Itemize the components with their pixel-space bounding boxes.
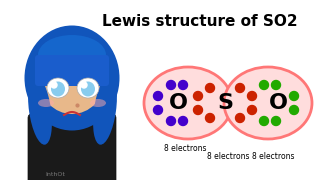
Circle shape (205, 114, 214, 123)
Ellipse shape (81, 82, 95, 96)
Circle shape (154, 105, 163, 114)
Ellipse shape (39, 46, 105, 114)
Circle shape (247, 91, 257, 100)
Ellipse shape (38, 35, 106, 75)
Circle shape (194, 91, 203, 100)
Ellipse shape (38, 99, 54, 107)
Ellipse shape (224, 67, 312, 139)
FancyBboxPatch shape (35, 55, 109, 86)
FancyBboxPatch shape (58, 108, 82, 126)
Circle shape (179, 80, 188, 89)
Ellipse shape (90, 99, 106, 107)
Circle shape (236, 84, 244, 93)
Circle shape (260, 116, 268, 125)
Ellipse shape (47, 78, 69, 98)
Circle shape (194, 105, 203, 114)
Circle shape (260, 80, 268, 89)
Circle shape (247, 105, 257, 114)
Circle shape (51, 82, 57, 88)
Circle shape (271, 116, 281, 125)
Ellipse shape (28, 75, 52, 145)
Circle shape (271, 80, 281, 89)
Circle shape (154, 91, 163, 100)
Text: O: O (169, 93, 188, 113)
FancyBboxPatch shape (28, 114, 116, 180)
Circle shape (236, 114, 244, 123)
Text: 8 electrons: 8 electrons (164, 144, 206, 153)
Circle shape (290, 105, 299, 114)
Text: 8 electrons: 8 electrons (252, 152, 294, 161)
Circle shape (166, 80, 175, 89)
Text: O: O (268, 93, 287, 113)
Ellipse shape (25, 26, 119, 130)
Circle shape (166, 116, 175, 125)
Ellipse shape (77, 78, 99, 98)
Text: InthOt: InthOt (45, 172, 65, 177)
Circle shape (205, 84, 214, 93)
Ellipse shape (144, 67, 232, 139)
Text: S: S (217, 93, 233, 113)
Ellipse shape (51, 82, 65, 96)
Ellipse shape (93, 75, 117, 145)
Text: 8 electrons: 8 electrons (207, 152, 249, 161)
Circle shape (290, 91, 299, 100)
Circle shape (81, 82, 87, 88)
Circle shape (179, 116, 188, 125)
Text: Lewis structure of SO2: Lewis structure of SO2 (102, 14, 298, 29)
